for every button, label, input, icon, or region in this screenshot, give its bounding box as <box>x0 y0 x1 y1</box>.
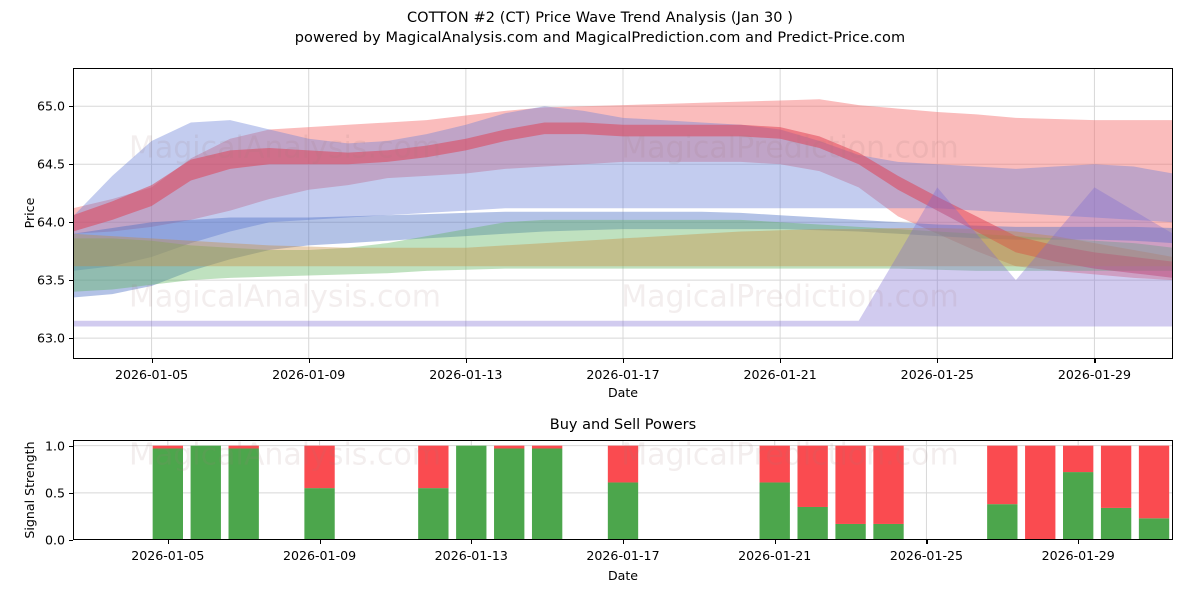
price-xtick-mark <box>465 359 467 363</box>
price-chart-xlabel: Date <box>607 385 639 400</box>
signal-xtick-mark <box>471 540 473 544</box>
price-band-blue-inner-band <box>73 211 1173 298</box>
figure-title-block: COTTON #2 (CT) Price Wave Trend Analysis… <box>0 8 1200 48</box>
signal-bar-segment <box>607 445 639 483</box>
price-xtick-label: 2026-01-09 <box>272 367 346 382</box>
price-xtick-label: 2026-01-17 <box>586 367 660 382</box>
signal-ytick-mark <box>69 540 73 542</box>
price-xtick-mark <box>623 359 625 363</box>
signal-ytick-mark <box>69 492 73 494</box>
price-xtick-mark <box>308 359 310 363</box>
signal-bar-segment <box>1138 518 1170 540</box>
signal-bar-segment <box>987 445 1018 505</box>
signal-xtick-label: 2026-01-25 <box>889 548 964 563</box>
price-band-violet-spike-band <box>73 187 1173 327</box>
signal-xtick-mark <box>319 540 321 544</box>
signal-ytick-mark <box>69 445 73 447</box>
price-ytick-label: 63.5 <box>36 272 65 288</box>
price-chart-plot-area <box>73 68 1173 359</box>
price-ytick-label: 65.0 <box>36 98 65 114</box>
signal-xtick-label: 2026-01-21 <box>738 548 812 563</box>
signal-ytick-label: 1.0 <box>44 438 65 454</box>
signal-xtick-label: 2026-01-13 <box>434 548 508 563</box>
signal-chart-title: Buy and Sell Powers <box>549 417 697 433</box>
signal-bar-segment <box>1138 445 1170 519</box>
signal-bar-segment <box>531 445 563 449</box>
signal-xtick-mark <box>167 540 169 544</box>
price-xtick-mark <box>1094 359 1096 363</box>
signal-bar-segment <box>873 445 904 524</box>
signal-bar-segment <box>494 448 525 540</box>
signal-xtick-mark <box>623 540 625 544</box>
signal-ytick-label: 0.0 <box>44 532 65 548</box>
signal-bar-segment <box>228 448 259 540</box>
price-ytick-mark <box>69 280 73 282</box>
signal-xtick-label: 2026-01-29 <box>1041 548 1115 563</box>
signal-bar-segment <box>1063 472 1094 540</box>
price-ytick-mark <box>69 106 73 108</box>
signal-bar-segment <box>304 488 335 540</box>
signal-bar-segment <box>228 445 259 449</box>
price-xtick-label: 2026-01-13 <box>429 367 503 382</box>
signal-bar-segment <box>418 488 449 540</box>
price-xtick-label: 2026-01-25 <box>900 367 974 382</box>
signal-bar-segment <box>1100 445 1132 508</box>
page-title: COTTON #2 (CT) Price Wave Trend Analysis… <box>406 10 794 26</box>
signal-bar-segment <box>759 445 790 483</box>
signal-bar-segment <box>190 445 221 540</box>
price-ytick-mark <box>69 222 73 224</box>
signal-xtick-mark <box>1078 540 1080 544</box>
signal-chart-axes <box>73 440 1173 540</box>
signal-chart-ylabel: Signal Strength <box>22 441 37 539</box>
price-xtick-mark <box>937 359 939 363</box>
price-ytick-label: 64.0 <box>36 214 65 230</box>
signal-bar-segment <box>987 504 1018 540</box>
price-ytick-mark <box>69 338 73 340</box>
price-ytick-mark <box>69 164 73 166</box>
signal-bar-segment <box>759 482 790 540</box>
price-xtick-label: 2026-01-29 <box>1057 367 1132 382</box>
signal-bar-segment <box>152 448 183 540</box>
price-xtick-label: 2026-01-05 <box>114 367 189 382</box>
price-ytick-label: 63.0 <box>36 330 65 346</box>
price-band-blue-outer-band <box>73 106 1173 271</box>
signal-xtick-label: 2026-01-09 <box>282 548 357 563</box>
price-band-red-outer-band <box>73 99 1173 281</box>
price-xtick-label: 2026-01-21 <box>743 367 817 382</box>
price-chart-ylabel: Price <box>22 197 37 229</box>
signal-bar-segment <box>607 482 639 540</box>
price-band-red-inner-band <box>73 122 1173 278</box>
signal-bar-segment <box>304 445 335 489</box>
signal-bar-segment <box>152 445 183 449</box>
signal-bar-segment <box>873 523 904 540</box>
signal-xtick-mark <box>926 540 928 544</box>
signal-bar-segment <box>1063 445 1094 473</box>
signal-bar-segment <box>531 448 563 540</box>
price-band-orange-brown-band <box>73 227 1173 267</box>
signal-bar-segment <box>494 445 525 449</box>
signal-xtick-label: 2026-01-05 <box>131 548 205 563</box>
signal-xtick-label: 2026-01-17 <box>586 548 660 563</box>
signal-chart-xlabel: Date <box>607 568 639 583</box>
price-xtick-mark <box>780 359 782 363</box>
price-band-green-band <box>73 219 1173 292</box>
signal-chart-plot-area <box>73 440 1173 540</box>
price-xtick-mark <box>151 359 153 363</box>
signal-bar-segment <box>797 506 828 540</box>
signal-xtick-mark <box>774 540 776 544</box>
signal-bar-segment <box>418 445 449 489</box>
signal-ytick-label: 0.5 <box>44 485 65 501</box>
signal-bar-segment <box>456 445 487 540</box>
price-ytick-label: 64.5 <box>36 156 65 172</box>
signal-bar-segment <box>835 445 866 524</box>
signal-bar-segment <box>797 445 828 507</box>
signal-bar-segment <box>1025 445 1056 540</box>
page-subtitle: powered by MagicalAnalysis.com and Magic… <box>294 30 906 46</box>
signal-bar-segment <box>1100 507 1132 540</box>
price-chart-axes <box>73 68 1173 359</box>
signal-bar-segment <box>835 523 866 540</box>
